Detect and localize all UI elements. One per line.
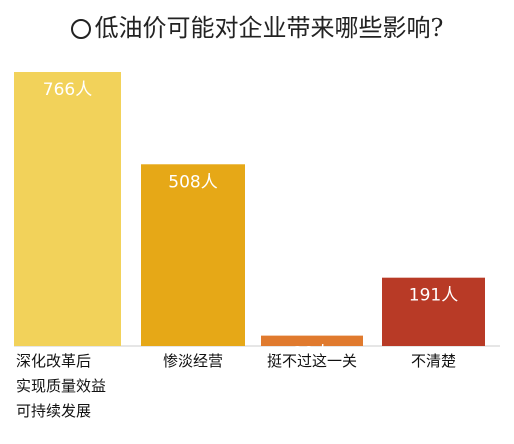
category-label-1: 惨淡经营: [163, 352, 223, 370]
category-label-line-2-0: 挺不过这一关: [267, 352, 357, 370]
bar-3: [382, 277, 485, 346]
category-label-0: 深化改革后实现质量效益可持续发展: [16, 352, 106, 420]
bar-2: [261, 335, 363, 346]
circle-bullet-icon: [70, 19, 91, 39]
bars-group: [14, 72, 485, 346]
bar-value-label-0: 766人: [43, 80, 92, 100]
category-label-line-1-0: 惨淡经营: [163, 352, 223, 370]
chart-title: 低油价可能对企业带来哪些影响?: [0, 8, 514, 43]
bar-value-label-1: 508人: [168, 172, 217, 192]
category-label-line-3-0: 不清楚: [411, 352, 456, 370]
chart-title-text: 低油价可能对企业带来哪些影响?: [94, 14, 444, 42]
value-labels-group: 766人 508人 29人 191人: [43, 80, 458, 364]
bar-1: [141, 164, 245, 346]
category-label-line-0-0: 深化改革后: [16, 352, 91, 370]
category-label-line-0-2: 可持续发展: [16, 402, 91, 420]
category-labels-group: 深化改革后实现质量效益可持续发展 惨淡经营 挺不过这一关 不清楚: [16, 352, 456, 420]
category-label-3: 不清楚: [411, 352, 456, 370]
category-label-2: 挺不过这一关: [267, 352, 357, 370]
bar-value-label-3: 191人: [409, 286, 458, 306]
category-label-line-0-1: 实现质量效益: [16, 377, 106, 395]
bar-value-label-2: 29人: [293, 344, 332, 364]
bar-0: [14, 72, 121, 346]
